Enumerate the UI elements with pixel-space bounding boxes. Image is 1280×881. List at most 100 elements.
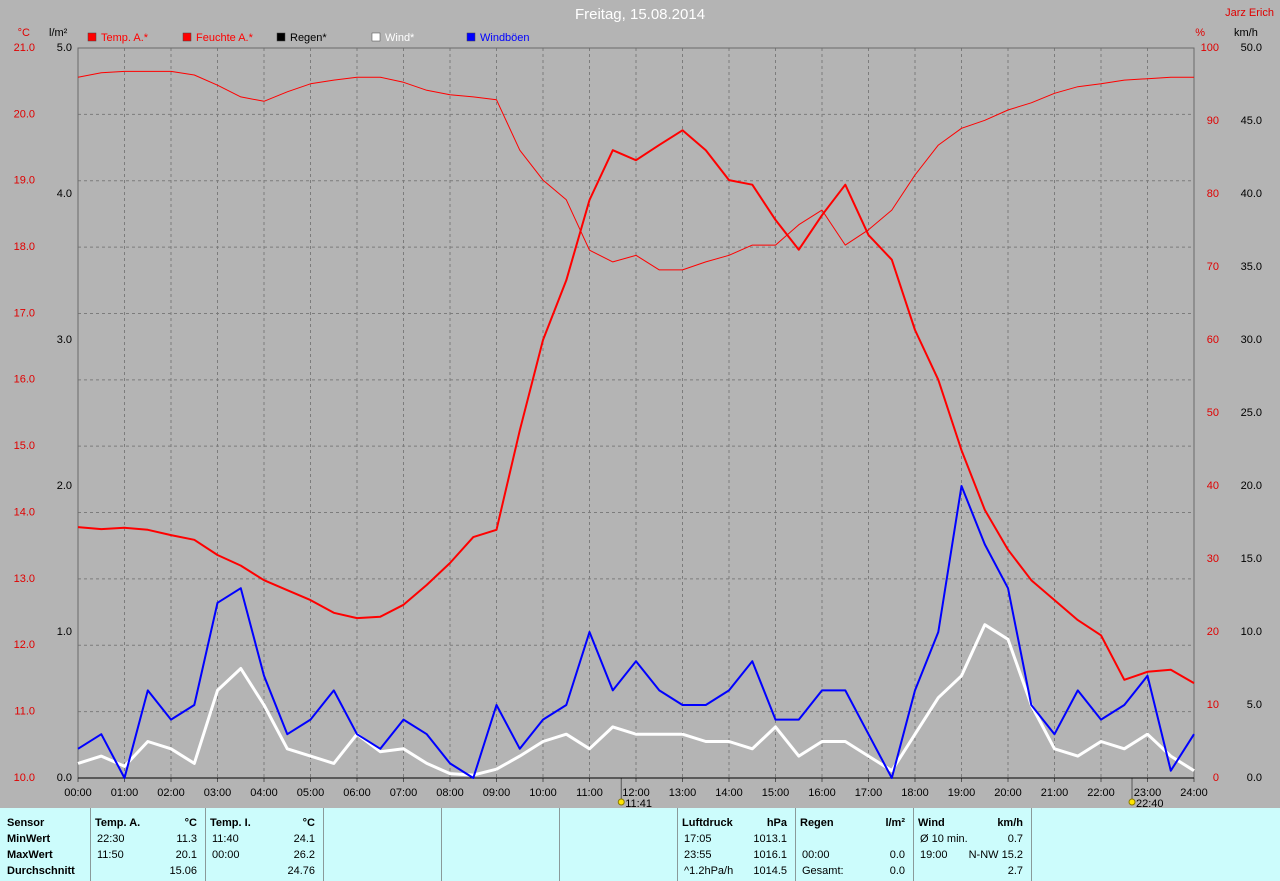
x-tick-label: 23:00 (1134, 787, 1162, 799)
table-cell: Luftdruck (682, 817, 733, 829)
x-tick-label: 19:00 (948, 787, 976, 799)
table-cell: ^1.2hPa/h (684, 865, 734, 877)
table-cell: 26.2 (293, 849, 315, 861)
x-tick-label: 17:00 (855, 787, 883, 799)
table-cell: °C (184, 817, 197, 829)
chart: Freitag, 15.08.2014 Jarz Erich °C l/m² %… (0, 0, 1280, 810)
x-tick-label: 15:00 (762, 787, 790, 799)
annotation-label: 11:41 (625, 798, 652, 808)
table-cell: Durchschnitt (7, 865, 75, 877)
y3ticks-label: 0.0 (57, 772, 72, 784)
divider (1031, 808, 1032, 881)
table-cell: 11.3 (176, 833, 197, 845)
annotation-label: 22:40 (1136, 798, 1164, 808)
table-cell: 2.7 (1007, 865, 1023, 877)
divider (913, 808, 914, 881)
divider (441, 808, 442, 881)
yticks-label: 14.0 (14, 506, 35, 518)
x-tick-label: 22:00 (1087, 787, 1115, 799)
sun-icon (1128, 798, 1136, 806)
legend-label: Windböen (480, 32, 530, 44)
table-cell: Gesamt: (802, 865, 844, 877)
x-tick-label: 04:00 (250, 787, 278, 799)
table-cell: 00:00 (212, 849, 240, 861)
divider (677, 808, 678, 881)
y3ticks-label: 1.0 (57, 626, 72, 638)
y4-unit: km/h (1234, 27, 1258, 39)
table-cell: 0.7 (1007, 833, 1023, 845)
y-unit: °C (18, 27, 30, 39)
table-cell: N-NW 15.2 (968, 849, 1023, 861)
table-cell: 0.0 (889, 865, 905, 877)
table-cell: km/h (997, 817, 1023, 829)
table-cell: Temp. A. (95, 817, 141, 829)
series-line (77, 485, 1195, 779)
table-cell: hPa (766, 817, 787, 829)
x-tick-label: 01:00 (111, 787, 139, 799)
stats-table: Sensor MinWert MaxWert Durchschnitt Temp. A.… (0, 808, 1280, 881)
table-cell: 1014.5 (753, 865, 787, 877)
yticks-label: 11.0 (14, 706, 35, 718)
legend-swatch (276, 32, 286, 42)
y3ticks-label: 4.0 (57, 188, 72, 200)
legend-label: Regen* (290, 32, 327, 44)
y2ticks-label: 20 (1207, 626, 1219, 638)
x-tick-label: 21:00 (1041, 787, 1069, 799)
author: Jarz Erich (1225, 7, 1274, 19)
y2ticks-label: 100 (1201, 42, 1219, 54)
table-cell: 1016.1 (753, 849, 787, 861)
table-cell: 1013.1 (753, 833, 787, 845)
y3-unit: l/m² (49, 27, 68, 39)
divider (559, 808, 560, 881)
chart-title: Freitag, 15.08.2014 (575, 6, 705, 23)
y4ticks-label: 10.0 (1241, 626, 1262, 638)
x-tick-label: 16:00 (808, 787, 836, 799)
y2ticks-label: 70 (1207, 261, 1219, 273)
table-cell: 15.06 (169, 865, 197, 877)
y2ticks-label: 40 (1207, 480, 1219, 492)
x-tick-label: 00:00 (64, 787, 92, 799)
y4ticks-label: 15.0 (1241, 553, 1262, 565)
x-tick-label: 03:00 (204, 787, 232, 799)
x-tick-label: 06:00 (343, 787, 371, 799)
table-cell: 19:00 (920, 849, 948, 861)
y4ticks-label: 25.0 (1241, 407, 1262, 419)
yticks-label: 16.0 (14, 374, 35, 386)
yticks-label: 17.0 (14, 307, 35, 319)
y4ticks-label: 5.0 (1247, 699, 1262, 711)
y3ticks-label: 5.0 (57, 42, 72, 54)
y2ticks-label: 30 (1207, 553, 1219, 565)
table-cell: 20.1 (175, 849, 197, 861)
y2ticks-label: 10 (1207, 699, 1219, 711)
legend-swatch (87, 32, 97, 42)
table-cell: 24.76 (287, 865, 315, 877)
y4ticks-label: 45.0 (1241, 115, 1262, 127)
yticks-label: 19.0 (14, 175, 35, 187)
x-tick-label: 11:00 (576, 787, 603, 799)
table-cell: 00:00 (802, 849, 830, 861)
legend-label: Feuchte A.* (196, 32, 254, 44)
table-cell: 24.1 (293, 833, 315, 845)
yticks-label: 13.0 (14, 573, 35, 585)
table-cell: l/m² (885, 817, 905, 829)
table-cell: 22:30 (97, 833, 125, 845)
table-cell: 11:40 (212, 833, 239, 845)
x-tick-label: 05:00 (297, 787, 325, 799)
x-tick-label: 13:00 (669, 787, 697, 799)
table-cell: MinWert (7, 833, 51, 845)
x-tick-label: 02:00 (157, 787, 185, 799)
divider (90, 808, 91, 881)
yticks-label: 12.0 (14, 639, 35, 651)
series-line (77, 129, 1195, 684)
background (0, 0, 1280, 808)
table-cell: Sensor (7, 817, 45, 829)
x-tick-label: 07:00 (390, 787, 418, 799)
table-cell: Regen (800, 817, 834, 829)
y3ticks-label: 2.0 (57, 480, 72, 492)
y2ticks-label: 60 (1207, 334, 1219, 346)
yticks-label: 20.0 (14, 108, 35, 120)
table-cell: Wind (918, 817, 945, 829)
legend-label: Temp. A.* (101, 32, 149, 44)
y2ticks-label: 90 (1207, 115, 1219, 127)
